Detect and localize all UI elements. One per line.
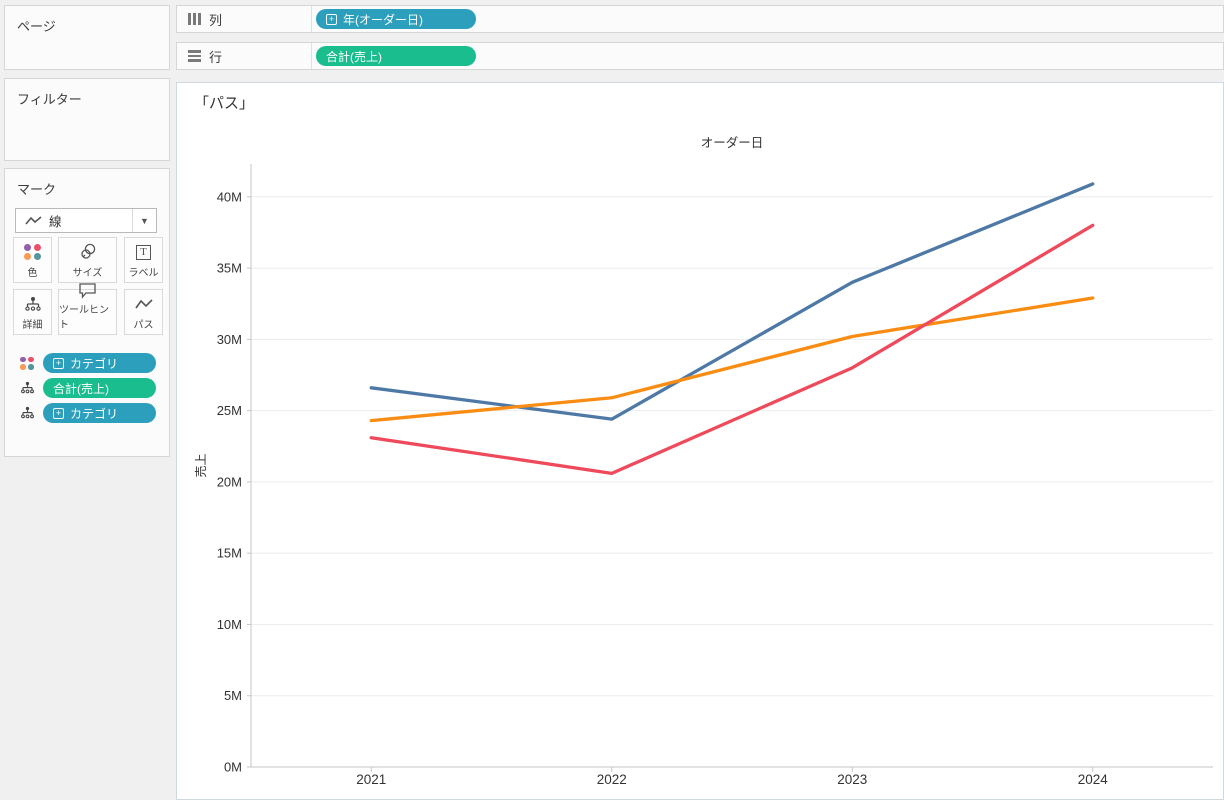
- detail-icon: [15, 381, 39, 395]
- size-icon: [79, 242, 97, 262]
- pill-category-detail[interactable]: + カテゴリ: [43, 403, 156, 423]
- label-button[interactable]: T ラベル: [124, 237, 163, 283]
- pages-shelf[interactable]: ページ: [4, 5, 170, 70]
- marks-pill-row-color: + カテゴリ: [15, 353, 156, 373]
- chart-line-series-orange[interactable]: [369, 296, 1095, 423]
- detail-button-label: 詳細: [22, 320, 43, 331]
- detail-icon: [15, 406, 39, 420]
- worksheet: 「パス」 オーダー日 0M 5M 10M 15M 20M 25M 30M 35M 40M 2021 2…: [176, 82, 1224, 800]
- y-tick-label: 40M: [217, 189, 242, 204]
- x-tick-label: 2021: [356, 772, 386, 787]
- pill-sum-sales[interactable]: 合計(売上): [316, 46, 476, 66]
- tooltip-button-label: ツールヒント: [59, 305, 109, 331]
- pill-category-color[interactable]: + カテゴリ: [43, 353, 156, 373]
- x-tick-label: 2023: [837, 772, 867, 787]
- y-axis-title: 売上: [193, 453, 208, 477]
- rows-shelf-label: 行: [209, 49, 223, 65]
- color-button-label: 色: [27, 268, 38, 279]
- line-mark-icon: [25, 215, 42, 225]
- mark-type-dropdown[interactable]: 線 ▼: [15, 208, 157, 233]
- pill-label: 年(オーダー日): [343, 12, 423, 27]
- tooltip-button[interactable]: ツールヒント: [58, 283, 117, 335]
- columns-shelf-label-zone: 列: [177, 6, 312, 32]
- pill-label: 合計(売上): [53, 381, 109, 396]
- chart-line-series-red[interactable]: [369, 223, 1095, 475]
- dropdown-caret-icon[interactable]: ▼: [132, 209, 156, 232]
- chart-line-series-blue[interactable]: [369, 182, 1095, 421]
- path-button-label: パス: [133, 320, 154, 331]
- label-icon: T: [136, 242, 151, 262]
- pill-label: カテゴリ: [70, 406, 119, 421]
- path-button[interactable]: パス: [124, 289, 163, 335]
- y-tick-label: 0M: [224, 760, 242, 775]
- y-tick-label: 5M: [224, 688, 242, 703]
- y-tick-label: 30M: [217, 332, 242, 347]
- marks-card: マーク 線 ▼ 色 サイズ T ラベル 詳細 ツールヒント: [4, 168, 170, 457]
- pill-year-order-date[interactable]: + 年(オーダー日): [316, 9, 476, 29]
- filters-shelf[interactable]: フィルター: [4, 78, 170, 161]
- rows-shelf[interactable]: 行 合計(売上): [176, 42, 1224, 70]
- columns-icon: [188, 13, 201, 25]
- size-button-label: サイズ: [72, 268, 103, 279]
- y-tick-label: 20M: [217, 474, 242, 489]
- rows-icon: [188, 50, 201, 62]
- column-header-order-date: オーダー日: [701, 135, 764, 150]
- detail-icon: [24, 294, 42, 314]
- size-button[interactable]: サイズ: [58, 237, 117, 283]
- mark-type-label: 線: [49, 215, 62, 229]
- line-chart[interactable]: オーダー日 0M 5M 10M 15M 20M 25M 30M 35M 40M 2021 2022 20…: [177, 83, 1223, 799]
- pill-label: 合計(売上): [326, 49, 382, 64]
- pill-sum-sales-detail[interactable]: 合計(売上): [43, 378, 156, 398]
- label-button-label: ラベル: [128, 268, 159, 279]
- y-tick-label: 25M: [217, 403, 242, 418]
- expand-icon[interactable]: +: [53, 407, 64, 419]
- pages-title: ページ: [17, 19, 56, 34]
- color-dots-icon: [15, 356, 39, 370]
- expand-icon[interactable]: +: [326, 13, 337, 25]
- detail-button[interactable]: 詳細: [13, 289, 52, 335]
- sheet-title: 「パス」: [194, 95, 255, 112]
- color-dots-icon: [23, 242, 42, 262]
- marks-pill-row-detail-sales: 合計(売上): [15, 378, 156, 398]
- y-tick-label: 35M: [217, 261, 242, 276]
- y-tick-label: 10M: [217, 617, 242, 632]
- tooltip-icon: [78, 282, 97, 299]
- filters-title: フィルター: [17, 92, 82, 107]
- x-tick-label: 2024: [1078, 772, 1109, 787]
- path-icon: [134, 294, 153, 314]
- expand-icon[interactable]: +: [53, 357, 64, 369]
- rows-shelf-label-zone: 行: [177, 43, 312, 69]
- marks-title: マーク: [17, 182, 57, 197]
- columns-shelf[interactable]: 列 + 年(オーダー日): [176, 5, 1224, 33]
- y-tick-label: 15M: [217, 546, 242, 561]
- marks-pill-row-detail-category: + カテゴリ: [15, 403, 156, 423]
- pill-label: カテゴリ: [70, 356, 119, 371]
- color-button[interactable]: 色: [13, 237, 52, 283]
- columns-shelf-label: 列: [209, 12, 223, 28]
- x-tick-label: 2022: [597, 772, 627, 787]
